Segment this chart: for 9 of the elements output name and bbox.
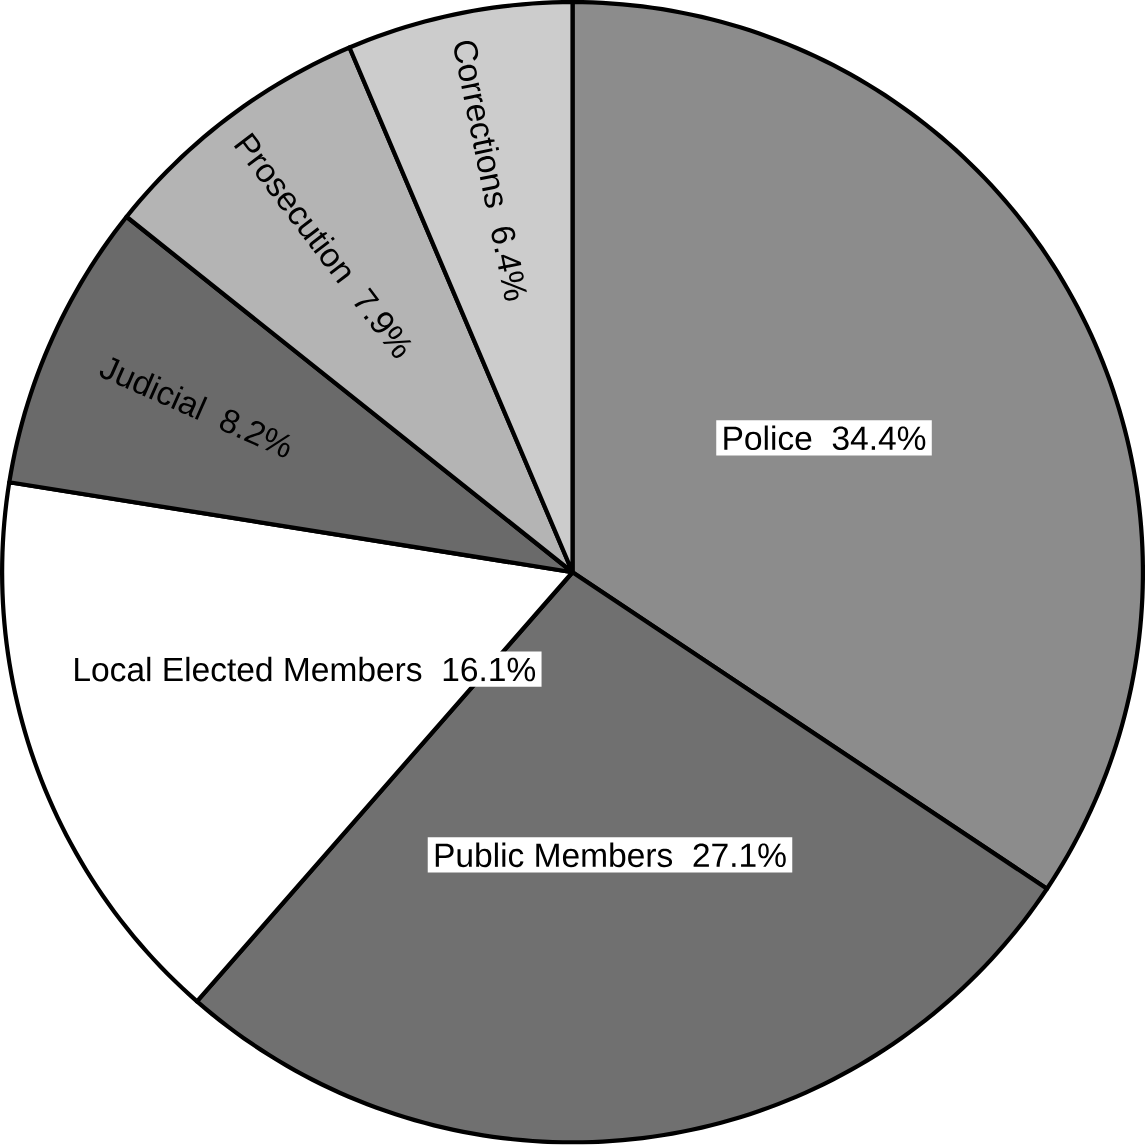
- data-label: 8.2%: [219, 409, 291, 458]
- data-label: 34.4%: [832, 426, 926, 451]
- slice-label: Police: [724, 425, 812, 451]
- slice-label: Corrections: [454, 41, 503, 208]
- data-label: 16.1%: [443, 657, 536, 682]
- slice-label: Local Elected Members: [75, 657, 422, 682]
- slice-label: Public Members: [435, 842, 673, 868]
- data-label: 6.4%: [491, 227, 527, 301]
- data-label: 27.1%: [693, 843, 786, 868]
